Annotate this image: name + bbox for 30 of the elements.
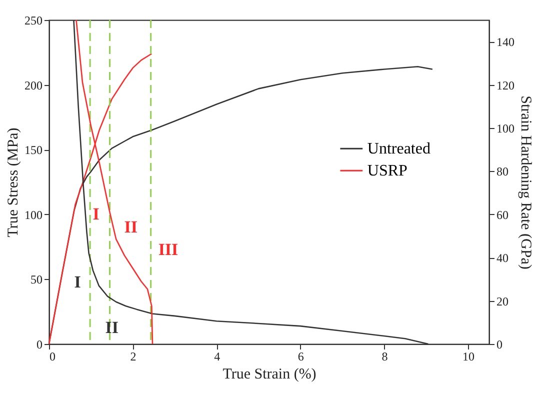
y-tick-label: 50 — [30, 272, 42, 287]
y2-tick-label: 40 — [496, 251, 508, 266]
y2-tick-label: 20 — [496, 294, 508, 308]
y2-tick-label: 60 — [496, 208, 508, 222]
legend-label: Untreated — [367, 140, 430, 158]
y2-axis-title: Strain Hardening Rate (GPa) — [518, 96, 534, 270]
x-tick-label: 2 — [130, 350, 136, 364]
y-axis-title: True Stress (MPa) — [6, 128, 22, 238]
annotation: I — [74, 272, 82, 292]
y-tick-label: 200 — [24, 78, 42, 92]
x-tick-label: 6 — [298, 350, 304, 364]
y-tick-label: 250 — [24, 14, 42, 28]
annotation: III — [158, 240, 179, 260]
x-axis-title: True Strain (%) — [222, 366, 316, 382]
y-tick-label: 0 — [36, 338, 42, 352]
annotation: I — [92, 204, 100, 224]
y-tick-label: 150 — [24, 143, 42, 158]
legend-label: USRP — [367, 162, 408, 180]
annotation: II — [124, 217, 138, 236]
x-tick-label: 0 — [50, 350, 56, 364]
y2-tick-label: 80 — [496, 164, 508, 179]
y-tick-label: 100 — [24, 208, 42, 222]
y2-tick-label: 140 — [496, 35, 514, 50]
x-tick-label: 4 — [214, 350, 220, 364]
y2-tick-label: 100 — [496, 122, 514, 136]
annotation: II — [105, 318, 119, 337]
x-tick-label: 10 — [462, 350, 475, 364]
x-tick-label: 8 — [382, 350, 388, 364]
y2-tick-label: 120 — [496, 78, 514, 92]
y2-tick-label: 0 — [496, 338, 502, 352]
